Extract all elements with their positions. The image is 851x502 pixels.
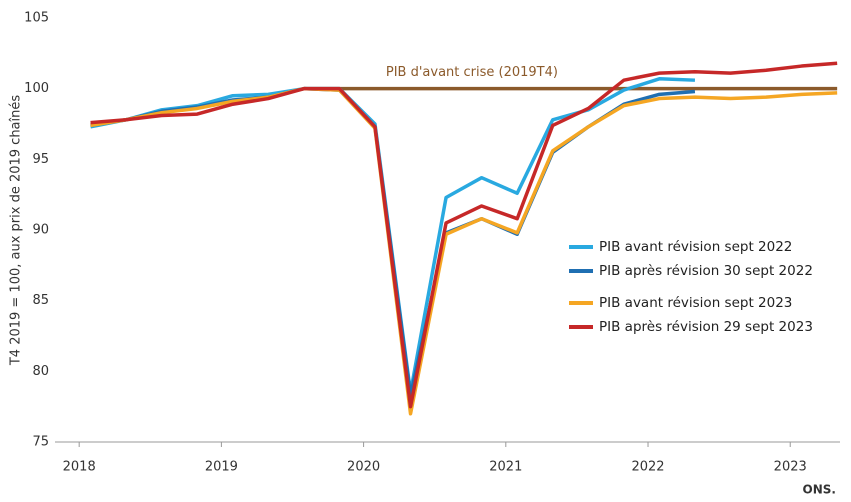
x-tick-label: 2019 <box>205 460 238 475</box>
y-tick-label: 105 <box>24 11 49 26</box>
x-tick-label: 2023 <box>774 460 807 475</box>
y-tick-label: 75 <box>32 435 49 450</box>
x-tick-label: 2020 <box>347 460 380 475</box>
legend-label: PIB avant révision sept 2022 <box>599 239 792 255</box>
x-tick-label: 2021 <box>489 460 522 475</box>
legend-label: PIB après révision 29 sept 2023 <box>599 319 813 335</box>
y-tick-label: 90 <box>32 223 49 238</box>
line <box>90 61 838 409</box>
legend-label: PIB après révision 30 sept 2022 <box>599 263 813 279</box>
reference-label: PIB d'avant crise (2019T4) <box>386 65 558 80</box>
x-tick-label: 2018 <box>63 460 96 475</box>
source: ONS. <box>803 483 836 497</box>
legend: PIB avant révision sept 2022 PIB après ré… <box>569 239 813 335</box>
y-tick-label: 100 <box>24 81 49 96</box>
y-tick-label: 95 <box>32 152 49 167</box>
x-tick-label: 2022 <box>631 460 664 475</box>
y-tick-label: 85 <box>32 293 49 308</box>
y-tick-label: 80 <box>32 364 49 379</box>
y-axis-label: T4 2019 = 100, aux prix de 2019 chaînés <box>9 95 24 367</box>
line <box>90 86 838 416</box>
line <box>90 77 696 395</box>
legend-label: PIB avant révision sept 2023 <box>599 295 792 311</box>
